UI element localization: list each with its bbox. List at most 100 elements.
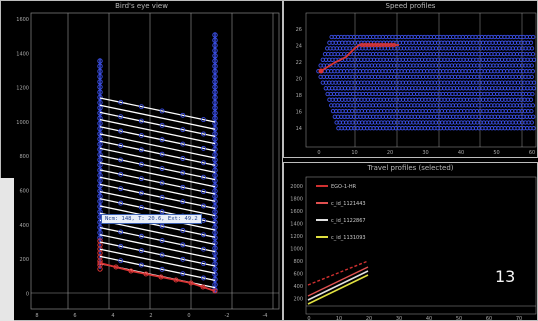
link-point (118, 157, 124, 163)
track-point (97, 73, 103, 80)
y-tick-label: 1200 (290, 234, 303, 240)
track-point (212, 73, 218, 80)
link-point (201, 189, 206, 195)
track-point (212, 146, 218, 153)
track-point (212, 47, 218, 54)
track-point (212, 37, 218, 43)
link-point (138, 233, 144, 239)
track-point-red (97, 266, 103, 272)
birdseye-title: Bird's eye view (115, 2, 168, 10)
link-point (180, 127, 186, 133)
x-tick-label: -4 (263, 313, 268, 319)
connection-line (99, 169, 216, 195)
track-point (212, 115, 218, 121)
ego-trajectory (99, 262, 216, 292)
link-point (159, 122, 165, 128)
track-point (97, 68, 103, 75)
y-tick-label: 20 (296, 77, 302, 83)
track-point (97, 209, 103, 215)
link-point (159, 266, 165, 272)
connection-line (99, 241, 216, 267)
speed-point (528, 97, 534, 102)
link-point (201, 203, 206, 209)
birdseye-panel: Bird's eye view 1600 1400 1200 1000 800 600 40… (0, 0, 283, 321)
link-point (159, 209, 165, 215)
connection-line (99, 97, 216, 123)
link-point (159, 166, 165, 172)
track-point (97, 58, 103, 64)
connection-line (99, 162, 216, 188)
track-point (97, 183, 103, 189)
link-point (201, 131, 206, 137)
link-point (201, 261, 206, 267)
link-point (118, 128, 124, 134)
link-point (159, 194, 165, 200)
travel-title: Travel profiles (selected) (367, 164, 454, 172)
track-point (212, 84, 218, 90)
link-point (201, 145, 206, 151)
hover-tooltip: Ncm: 148, T: 20.6, Ext: 49.2 (101, 214, 202, 224)
x-tick-label: 4 (111, 313, 114, 319)
y-tick-label: 600 (19, 189, 29, 195)
speed-point (529, 108, 534, 114)
speed-point (530, 69, 535, 74)
y-tick-label: 16 (296, 110, 302, 116)
track-point (212, 99, 218, 106)
track-point (97, 235, 103, 241)
plot-frame (305, 176, 537, 315)
y-tick-label: 1600 (290, 209, 303, 215)
y-tick-label: 600 (293, 272, 303, 278)
speed-point (529, 46, 535, 51)
speed-point (531, 34, 536, 40)
link-point (138, 262, 144, 268)
x-tick-label: 50 (493, 150, 499, 156)
speed-point (531, 80, 537, 85)
y-tick-label: 1600 (16, 17, 29, 23)
x-tick-label: 30 (422, 150, 428, 156)
link-point (159, 252, 165, 258)
left-edge-strip (0, 178, 14, 321)
track-point (97, 115, 103, 121)
link-point (180, 112, 186, 118)
plot-frame (305, 12, 537, 148)
connection-line (99, 147, 216, 174)
ego-point (212, 288, 218, 294)
speed-plot[interactable]: 26 24 22 20 18 16 14 0 10 20 30 40 50 60 (284, 1, 538, 158)
ego-point (158, 274, 164, 280)
track-point (212, 240, 218, 246)
link-point (180, 242, 186, 248)
y-tick-label: 200 (19, 257, 29, 263)
link-point (201, 160, 206, 166)
x-tick-label: 50 (456, 316, 462, 321)
y-tick-label: 0 (26, 291, 29, 297)
y-tick-label: 18 (296, 93, 302, 99)
link-point (138, 190, 144, 196)
link-point (159, 108, 165, 114)
y-tick-label: 2000 (290, 184, 303, 190)
x-tick-label: 0 (307, 316, 310, 321)
track-point (97, 141, 103, 147)
x-tick-label: 0 (317, 150, 320, 156)
birdseye-plot[interactable]: 1600 1400 1200 1000 800 600 400 200 0 8 6 4 2 0 -2 -4 (1, 1, 283, 321)
track-point (212, 177, 218, 184)
track-point (97, 94, 103, 101)
ego-point (143, 271, 149, 277)
track-point (212, 151, 218, 158)
plot-frame (30, 12, 280, 310)
x-tick-label: 2 (149, 313, 152, 319)
profile-line-2 (307, 270, 369, 301)
profile-line-3 (307, 274, 369, 305)
link-point (118, 143, 124, 148)
x-tick-label: 40 (458, 150, 464, 156)
link-point (159, 238, 165, 244)
track-point (212, 136, 218, 142)
link-point (201, 174, 206, 180)
link-point (138, 204, 144, 210)
ego-point (200, 284, 206, 290)
speed-point (531, 86, 536, 91)
track-point (212, 42, 218, 49)
ego-speed-line (320, 44, 399, 72)
legend-label: c_id_1121443 (331, 201, 366, 207)
x-tick-label: 60 (486, 316, 492, 321)
